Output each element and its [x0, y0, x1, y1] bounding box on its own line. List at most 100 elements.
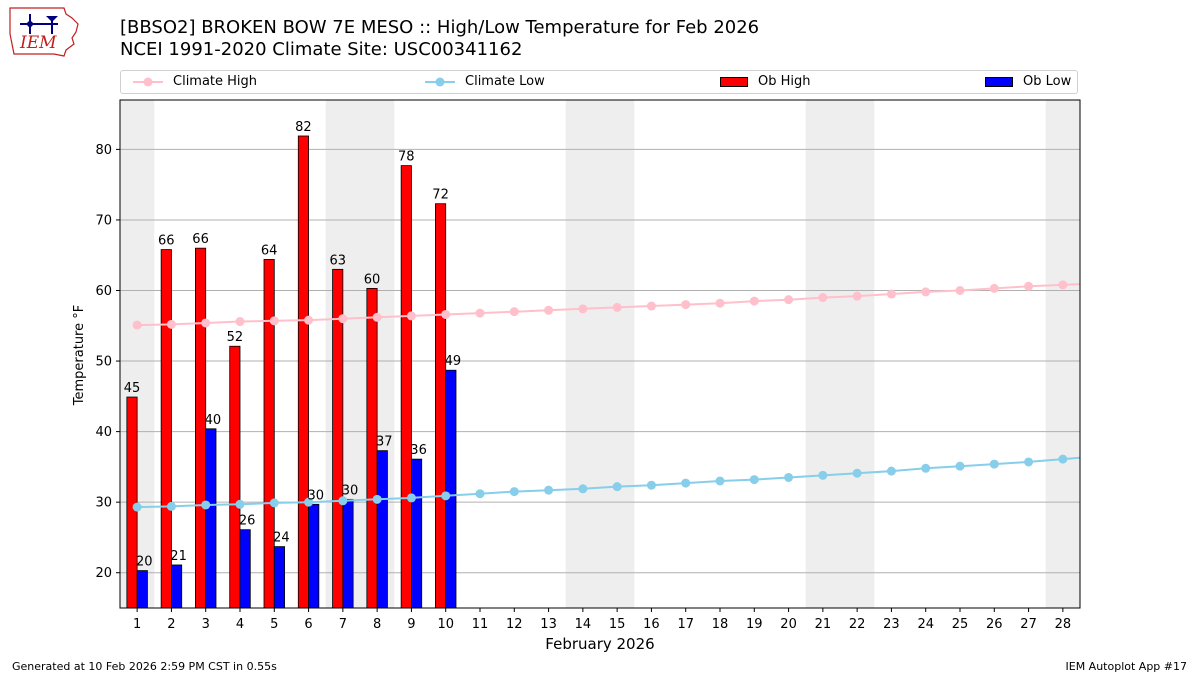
- x-tick-label: 10: [437, 617, 454, 632]
- climate-low-point: [406, 493, 416, 503]
- plot-frame: [119, 99, 1081, 609]
- climate-high-point: [509, 307, 519, 317]
- climate-high-point: [784, 295, 794, 305]
- climate-low-point: [544, 485, 554, 495]
- climate-low-point: [989, 459, 999, 469]
- climate-high-point: [372, 312, 382, 322]
- climate-low-point: [955, 461, 965, 471]
- climate-high-point: [989, 283, 999, 293]
- climate-low-point: [646, 480, 656, 490]
- ob-high-label: 45: [124, 381, 141, 396]
- weekend-shading: [565, 100, 635, 608]
- ob-low-label: 21: [170, 549, 187, 564]
- climate-high-point: [269, 316, 279, 326]
- ob-high-label: 63: [329, 253, 346, 268]
- legend-bar-swatch-icon: [985, 76, 1013, 87]
- x-tick-label: 16: [643, 617, 660, 632]
- climate-high-point: [921, 287, 931, 297]
- app-credit: IEM Autoplot App #17: [1065, 660, 1188, 673]
- ob-high-label: 78: [398, 150, 415, 165]
- climate-low-point: [441, 491, 451, 501]
- legend-line-marker-icon: [425, 77, 455, 86]
- climate-high-point: [681, 300, 691, 310]
- legend-item-ob-low: Ob Low: [985, 71, 1071, 93]
- legend-label: Ob Low: [1023, 74, 1072, 89]
- x-axis-label: February 2026: [545, 635, 654, 653]
- ob-low-label: 30: [342, 483, 359, 498]
- climate-low-point: [1058, 454, 1068, 464]
- ob-low-bar: [376, 450, 388, 609]
- x-tick-label: 23: [883, 617, 900, 632]
- ob-high-label: 72: [432, 188, 449, 203]
- ob-low-bar: [308, 503, 320, 609]
- x-tick-label: 3: [202, 617, 210, 632]
- ob-high-bar: [229, 345, 241, 609]
- y-tick-label: 70: [95, 213, 112, 228]
- ob-low-label: 24: [273, 531, 290, 546]
- ob-high-bar: [435, 203, 447, 609]
- chart-subtitle: NCEI 1991-2020 Climate Site: USC00341162: [120, 39, 523, 60]
- climate-low-point: [166, 501, 176, 511]
- climate-low-point: [338, 496, 348, 506]
- climate-low-point: [886, 466, 896, 476]
- climate-high-point: [715, 298, 725, 308]
- ob-high-bar: [263, 259, 275, 609]
- x-tick-label: 12: [506, 617, 523, 632]
- ob-low-bar: [445, 369, 457, 609]
- climate-low-point: [269, 498, 279, 508]
- climate-high-point: [304, 315, 314, 325]
- ob-high-label: 64: [261, 243, 278, 258]
- climate-low-point: [1024, 457, 1034, 467]
- x-tick-label: 19: [746, 617, 763, 632]
- x-tick-label: 6: [304, 617, 312, 632]
- weekend-shading: [805, 100, 875, 608]
- ob-low-bar: [136, 570, 148, 609]
- climate-high-point: [818, 293, 828, 303]
- climate-low-point: [784, 472, 794, 482]
- climate-low-point: [818, 470, 828, 480]
- ob-high-label: 52: [227, 330, 244, 345]
- climate-high-point: [475, 308, 485, 318]
- iem-logo: IEM: [6, 4, 82, 62]
- ob-low-bar: [411, 458, 423, 609]
- x-tick-label: 25: [952, 617, 969, 632]
- chart-legend: Climate High Climate Low Ob High Ob Low: [120, 70, 1078, 94]
- chart-title: [BBSO2] BROKEN BOW 7E MESO :: High/Low T…: [120, 17, 760, 38]
- x-tick-label: 17: [677, 617, 694, 632]
- x-tick-label: 5: [270, 617, 278, 632]
- climate-high-point: [852, 291, 862, 301]
- climate-high-point: [544, 305, 554, 315]
- x-tick-label: 24: [917, 617, 934, 632]
- y-axis-label: Temperature °F: [72, 305, 87, 406]
- climate-low-point: [235, 499, 245, 509]
- iem-logo-graphic: IEM: [9, 7, 79, 57]
- climate-high-point: [749, 296, 759, 306]
- climate-low-point: [132, 502, 142, 512]
- climate-low-point: [852, 468, 862, 478]
- ob-high-bar: [126, 396, 138, 609]
- legend-label: Climate Low: [465, 74, 545, 89]
- ob-high-label: 66: [192, 232, 209, 247]
- ob-low-label: 49: [445, 354, 462, 369]
- ob-low-bar: [171, 564, 183, 609]
- climate-low-point: [715, 476, 725, 486]
- climate-low-point: [921, 463, 931, 473]
- climate-high-point: [441, 309, 451, 319]
- ob-low-bar: [342, 498, 354, 609]
- legend-item-ob-high: Ob High: [720, 71, 811, 93]
- x-tick-label: 1: [133, 617, 141, 632]
- climate-high-point: [1024, 281, 1034, 291]
- climate-high-point: [1058, 280, 1068, 290]
- ob-low-label: 40: [205, 413, 222, 428]
- y-tick-label: 40: [95, 425, 112, 440]
- climate-high-point: [612, 302, 622, 312]
- ob-high-bar: [195, 247, 207, 609]
- ob-low-label: 20: [136, 555, 153, 570]
- ob-low-label: 26: [239, 514, 256, 529]
- x-tick-label: 28: [1055, 617, 1072, 632]
- ob-high-bar: [400, 165, 412, 609]
- ob-low-bar: [239, 529, 251, 609]
- x-tick-label: 20: [780, 617, 797, 632]
- x-tick-label: 18: [712, 617, 729, 632]
